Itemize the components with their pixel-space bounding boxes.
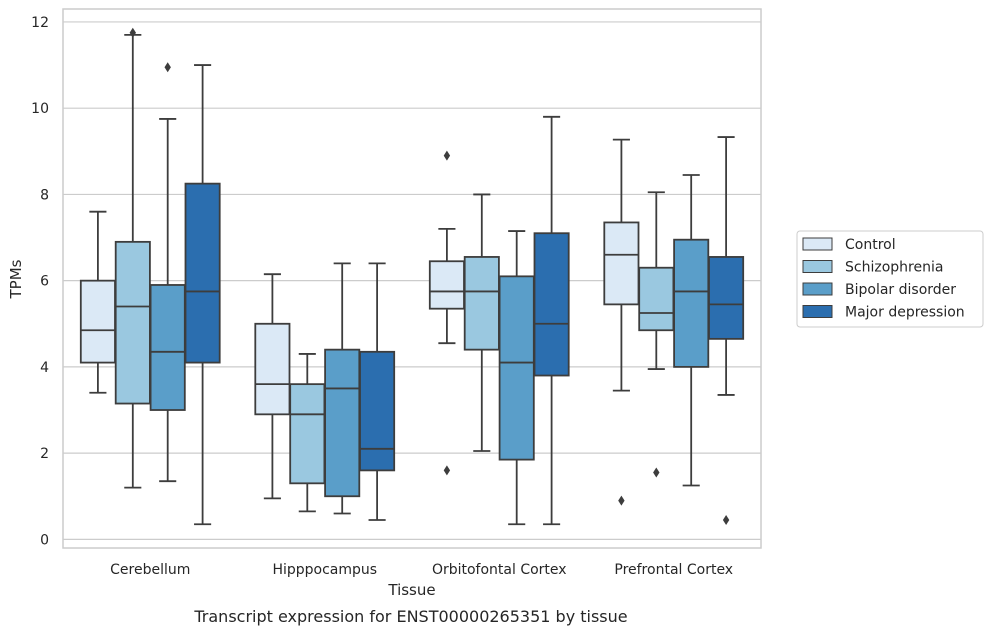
box-iqr bbox=[603, 221, 640, 306]
box bbox=[498, 230, 535, 526]
y-axis-label: TPMs bbox=[7, 259, 25, 299]
box-iqr bbox=[149, 284, 186, 411]
legend-label: Control bbox=[845, 237, 896, 253]
outlier-point bbox=[129, 27, 136, 38]
outlier-point bbox=[653, 467, 660, 478]
box-series bbox=[79, 27, 745, 526]
legend-swatch bbox=[802, 282, 833, 296]
series-control bbox=[79, 138, 640, 506]
y-tick-label: 4 bbox=[40, 360, 49, 376]
y-tick-label: 12 bbox=[31, 15, 49, 31]
x-tick-label: Cerebellum bbox=[110, 562, 190, 578]
legend-swatch bbox=[802, 305, 833, 318]
legend-swatch bbox=[802, 237, 833, 251]
y-tick-label: 10 bbox=[31, 101, 49, 117]
outlier-point bbox=[618, 495, 625, 506]
y-tick-label: 0 bbox=[40, 532, 49, 548]
chart-caption: Transcript expression for ENST0000026535… bbox=[193, 607, 627, 626]
box-iqr bbox=[79, 279, 116, 364]
series-major-depression bbox=[184, 64, 745, 526]
plot-frame bbox=[62, 8, 762, 549]
box-iqr bbox=[184, 182, 221, 364]
series-bipolar-disorder bbox=[149, 62, 710, 526]
x-tick-label: Orbitofontal Cortex bbox=[432, 562, 567, 578]
box-iqr bbox=[498, 275, 535, 461]
box bbox=[533, 115, 570, 526]
box bbox=[673, 174, 710, 487]
box-iqr bbox=[114, 240, 151, 405]
series-schizophrenia bbox=[114, 27, 675, 513]
box-iqr bbox=[708, 256, 745, 340]
box bbox=[114, 27, 151, 489]
box bbox=[149, 62, 186, 483]
outlier-point bbox=[164, 62, 171, 73]
box-iqr bbox=[428, 260, 465, 310]
box bbox=[184, 64, 221, 526]
box-iqr bbox=[638, 266, 675, 332]
box-iqr bbox=[463, 256, 500, 351]
box bbox=[289, 353, 326, 513]
legend-frame bbox=[796, 230, 984, 328]
x-tick-label: Hipppocampus bbox=[272, 562, 377, 578]
legend: Control Schizophrenia Bipolar disorder Majo… bbox=[796, 230, 984, 328]
legend-swatch bbox=[802, 260, 833, 273]
legend-label: Major depression bbox=[845, 305, 965, 321]
box-iqr bbox=[533, 232, 570, 377]
box bbox=[603, 138, 640, 506]
box bbox=[359, 262, 396, 521]
outlier-point bbox=[443, 465, 451, 476]
box bbox=[708, 136, 745, 525]
y-tick-label: 8 bbox=[40, 187, 49, 203]
box-iqr bbox=[673, 238, 710, 368]
x-tick-labels: Cerebellum Hipppocampus Orbitofontal Corte… bbox=[110, 562, 733, 578]
box bbox=[428, 150, 465, 476]
box-iqr bbox=[289, 383, 326, 485]
box bbox=[638, 191, 675, 478]
box-iqr bbox=[359, 350, 396, 472]
outlier-point bbox=[443, 150, 451, 161]
y-tick-label: 6 bbox=[40, 274, 49, 290]
box-iqr bbox=[324, 348, 361, 498]
outlier-point bbox=[722, 514, 730, 525]
box-iqr bbox=[254, 322, 291, 416]
legend-label: Schizophrenia bbox=[845, 260, 943, 276]
y-tick-labels: 0 2 4 6 8 10 12 bbox=[31, 15, 49, 548]
y-tick-label: 2 bbox=[40, 446, 49, 462]
x-tick-label: Prefrontal Cortex bbox=[614, 562, 733, 578]
box bbox=[463, 193, 500, 452]
box bbox=[254, 273, 291, 500]
box bbox=[324, 262, 361, 515]
box bbox=[79, 210, 116, 394]
x-axis-label: Tissue bbox=[387, 581, 435, 599]
legend-label: Bipolar disorder bbox=[845, 282, 956, 298]
